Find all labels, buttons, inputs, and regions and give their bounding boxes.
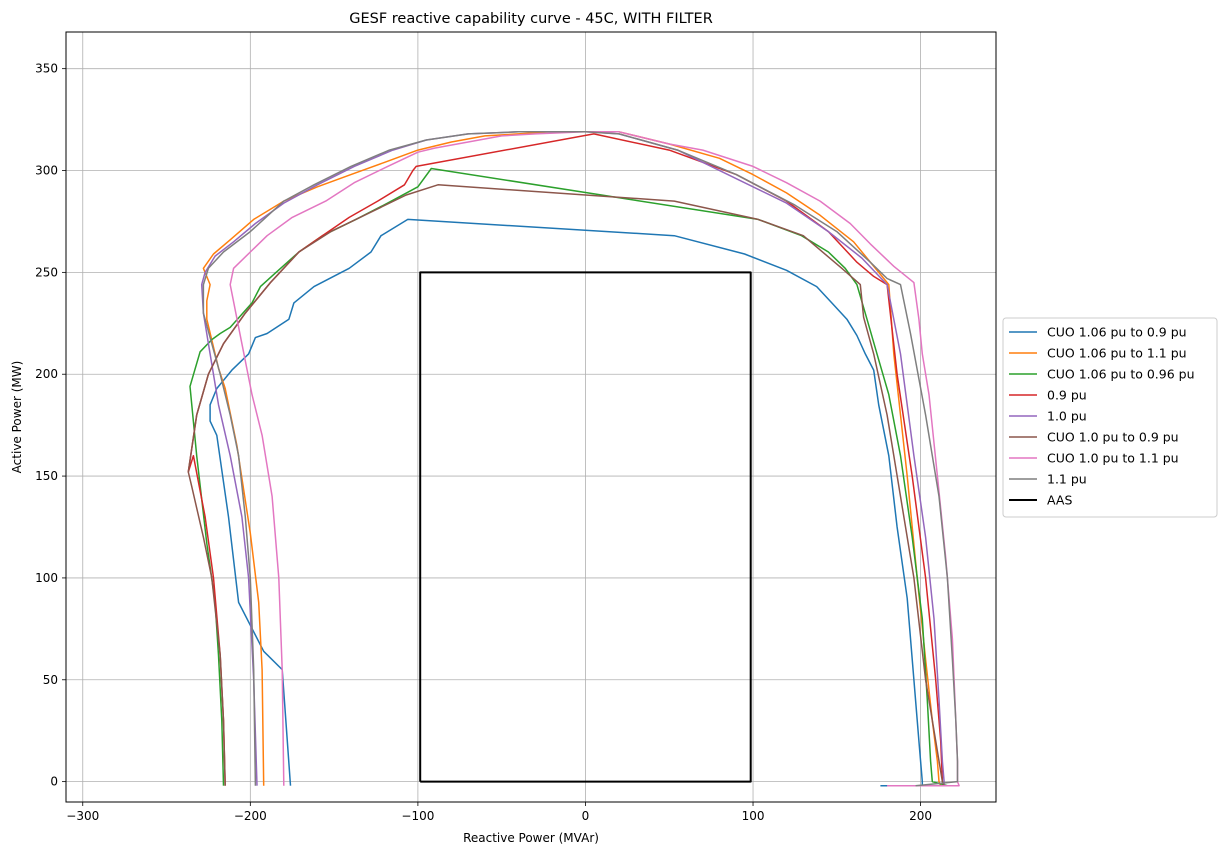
series-line-cuo-1-0-pu-to-1-1-pu xyxy=(229,131,960,787)
y-tick-label: 50 xyxy=(43,673,58,687)
legend-label: CUO 1.0 pu to 0.9 pu xyxy=(1047,430,1179,445)
x-tick-label: 0 xyxy=(582,809,590,823)
legend-label: 0.9 pu xyxy=(1047,388,1087,403)
legend: CUO 1.06 pu to 0.9 pu CUO 1.06 pu to 1.1 … xyxy=(1002,317,1218,518)
series-line-cuo-1-06-pu-to-1-1-pu xyxy=(202,131,942,787)
y-tick-label: 0 xyxy=(50,775,58,789)
series-line-0-9-pu xyxy=(187,133,945,787)
y-tick-label: 150 xyxy=(35,469,58,483)
legend-label: CUO 1.0 pu to 1.1 pu xyxy=(1047,451,1179,466)
x-tick-label: −300 xyxy=(66,809,99,823)
series-line-cuo-1-0-pu-to-0-9-pu xyxy=(187,184,945,787)
legend-box xyxy=(1002,317,1218,518)
legend-label: 1.0 pu xyxy=(1047,409,1087,424)
legend-label: AAS xyxy=(1047,493,1072,508)
y-tick-label: 300 xyxy=(35,164,58,178)
series-line-aas xyxy=(419,271,752,783)
legend-label: 1.1 pu xyxy=(1047,472,1087,487)
legend-label: CUO 1.06 pu to 0.96 pu xyxy=(1047,367,1195,382)
y-tick-label: 350 xyxy=(35,62,58,76)
x-tick-label: 200 xyxy=(909,809,932,823)
chart-title: GESF reactive capability curve - 45C, WI… xyxy=(349,11,713,27)
x-tick-label: −200 xyxy=(234,809,267,823)
ticks: −300 −200 −100 0 100 200 0 50 100 150 200 250 300 350 xyxy=(35,62,932,823)
series-line-cuo-1-06-pu-to-0-96-pu xyxy=(189,167,948,787)
y-tick-label: 100 xyxy=(35,571,58,585)
x-tick-label: 100 xyxy=(742,809,765,823)
y-tick-label: 200 xyxy=(35,367,58,381)
x-axis-label: Reactive Power (MVAr) xyxy=(463,831,599,845)
plot-lines xyxy=(187,131,960,787)
series-line-1-1-pu xyxy=(202,131,959,787)
plot-frame xyxy=(65,31,997,803)
series-line-cuo-1-06-pu-to-0-9-pu xyxy=(209,218,924,787)
x-tick-label: −100 xyxy=(401,809,434,823)
legend-label: CUO 1.06 pu to 1.1 pu xyxy=(1047,346,1187,361)
y-tick-label: 250 xyxy=(35,265,58,279)
legend-label: CUO 1.06 pu to 0.9 pu xyxy=(1047,325,1187,340)
y-axis-label: Active Power (MW) xyxy=(10,361,24,474)
